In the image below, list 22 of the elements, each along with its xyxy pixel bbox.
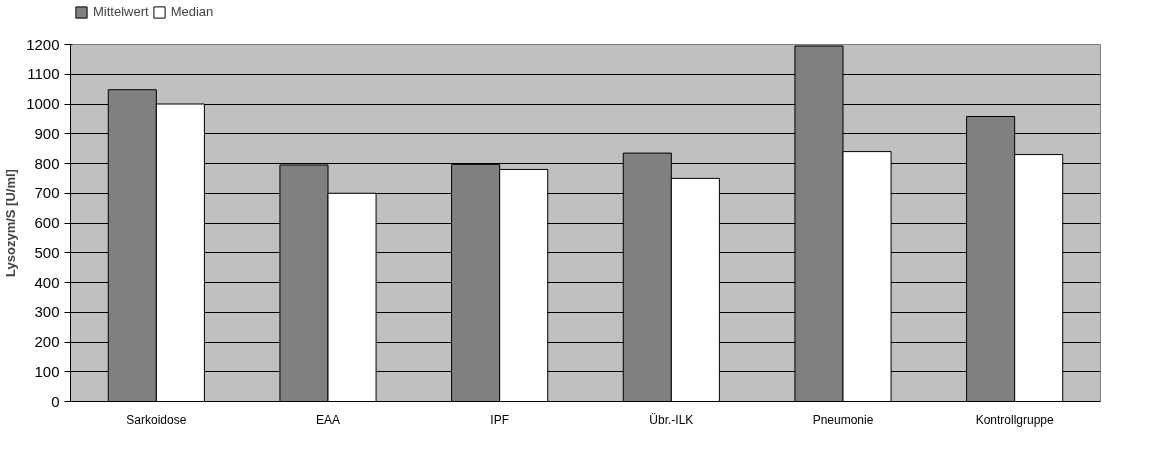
legend-label: Mittelwert: [93, 4, 149, 19]
y-axis-title: Lysozym/S [U/ml]: [3, 169, 19, 277]
y-tick-label: 900: [34, 124, 60, 142]
x-tick-label: Übr.-ILK: [649, 412, 694, 427]
y-tick-label: 400: [34, 273, 60, 291]
y-tick-label: 500: [34, 243, 60, 261]
x-tick-label: Pneumonie: [812, 412, 874, 427]
x-tick-label: IPF: [490, 412, 509, 427]
y-tick-label: 1100: [27, 65, 60, 83]
y-tick-label: 800: [34, 154, 60, 172]
y-tick-label: 0: [51, 392, 60, 410]
y-tick-label: 1200: [26, 35, 60, 53]
y-tick-label: 100: [34, 362, 60, 380]
y-tick-label: 700: [34, 184, 60, 202]
x-tick-label: Kontrollgruppe: [975, 412, 1055, 427]
x-tick-label: Sarkoidose: [126, 412, 187, 427]
y-tick-label: 1000: [26, 95, 60, 112]
x-tick-label: EAA: [315, 412, 341, 427]
y-tick-label: 300: [34, 303, 60, 321]
legend-label: Median: [170, 4, 214, 19]
y-tick-label: 600: [34, 214, 60, 231]
y-tick-label: 200: [34, 333, 60, 350]
